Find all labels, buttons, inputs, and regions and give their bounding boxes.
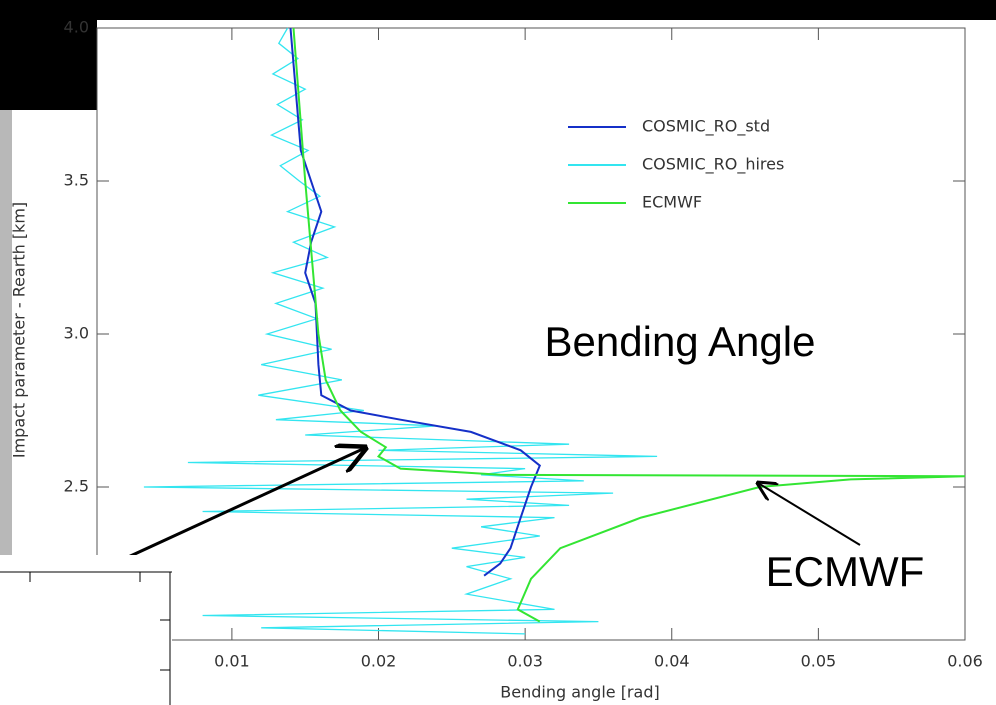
x-tick-label: 0.04 bbox=[654, 652, 690, 671]
y-tick-label: 3.5 bbox=[64, 171, 89, 190]
series-line bbox=[292, 27, 966, 623]
series-line bbox=[143, 27, 658, 635]
annotation: ECMWF bbox=[766, 548, 925, 595]
x-tick-label: 0.01 bbox=[214, 652, 250, 671]
arrow bbox=[758, 483, 861, 546]
y-axis-label: Impact parameter - Rearth [km] bbox=[10, 202, 29, 458]
x-tick-label: 0.05 bbox=[801, 652, 837, 671]
legend-label: ECMWF bbox=[642, 193, 702, 212]
x-tick-label: 0.06 bbox=[947, 652, 983, 671]
series-line bbox=[289, 27, 542, 577]
left-strip bbox=[0, 110, 12, 555]
top-band bbox=[0, 0, 996, 20]
y-tick-label: 4.0 bbox=[64, 18, 89, 37]
legend-label: COSMIC_RO_hires bbox=[642, 155, 784, 175]
plot: 2.5 3.0 3.5 4.0 0.01 0.02 0.03 0.04 0.05 0.06 Bend… bbox=[10, 18, 983, 702]
x-tick-label: 0.03 bbox=[507, 652, 543, 671]
legend-label: COSMIC_RO_std bbox=[642, 117, 770, 137]
corner-band bbox=[0, 0, 97, 110]
annotation: Bending Angle bbox=[545, 318, 816, 365]
arrow bbox=[99, 448, 365, 572]
x-axis-label: Bending angle [rad] bbox=[500, 683, 659, 702]
x-tick-label: 0.02 bbox=[361, 652, 397, 671]
y-tick-label: 2.5 bbox=[64, 477, 89, 496]
y-tick-label: 3.0 bbox=[64, 324, 89, 343]
overlay-box bbox=[0, 555, 172, 705]
